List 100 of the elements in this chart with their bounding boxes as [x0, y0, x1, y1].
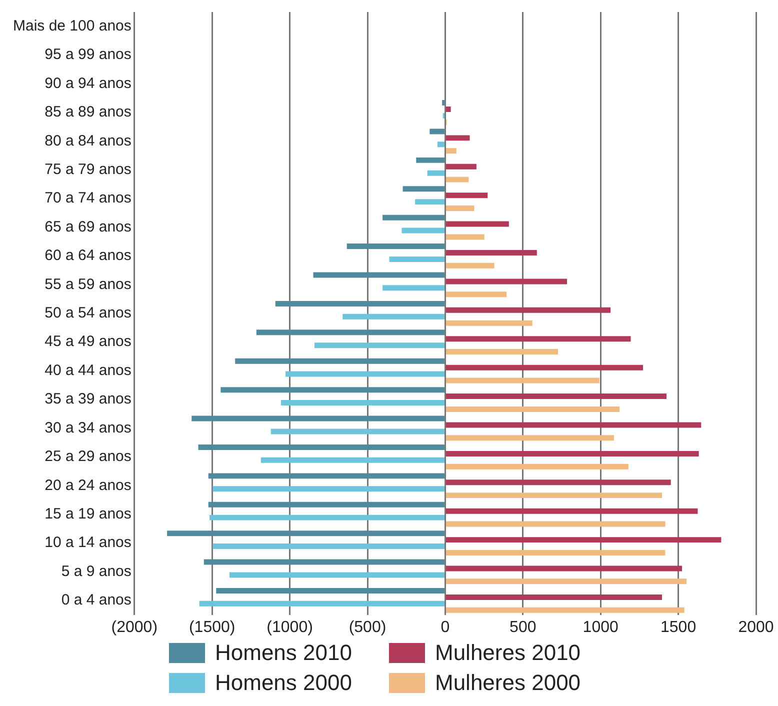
bar [446, 292, 507, 298]
bar [167, 530, 444, 536]
y-tick-label: 85 a 89 anos [44, 104, 132, 121]
bar [446, 450, 699, 456]
bar [198, 444, 444, 450]
y-tick-label: 0 a 4 anos [61, 592, 132, 609]
bar [220, 387, 444, 393]
y-tick-label: 60 a 64 anos [44, 247, 132, 264]
legend-label: Mulheres 2010 [435, 640, 581, 666]
y-tick-label: 95 a 99 anos [44, 46, 132, 64]
y-tick-label: 10 a 14 anos [44, 534, 132, 552]
bar [446, 106, 451, 112]
x-tick-label: 2000 [738, 618, 774, 636]
bar [446, 164, 476, 170]
bar [230, 572, 444, 578]
bar [446, 566, 682, 572]
x-tick-label: (500) [348, 618, 386, 636]
y-tick-label: 35 a 39 anos [44, 390, 132, 408]
bar [256, 330, 444, 336]
y-tick-label: 70 a 74 anos [44, 190, 132, 207]
x-tick-label: (1500) [188, 618, 236, 636]
y-tick-label: 50 a 54 anos [44, 304, 132, 322]
bar [192, 416, 444, 422]
y-tick-label: 5 a 9 anos [61, 562, 132, 580]
bar [313, 272, 444, 278]
bar [212, 544, 444, 550]
y-tick-label: 80 a 84 anos [44, 132, 132, 150]
bar [346, 244, 444, 250]
legend-label: Mulheres 2000 [435, 670, 581, 696]
bar [382, 285, 444, 291]
bar [416, 157, 444, 163]
bar [199, 600, 444, 606]
x-tick-label: 500 [510, 618, 536, 636]
bar [446, 135, 470, 141]
bar [204, 559, 444, 565]
bar [446, 192, 488, 198]
bar [415, 199, 444, 205]
y-tick-label: 45 a 49 anos [44, 333, 132, 350]
bar [446, 221, 509, 227]
bar [446, 336, 631, 342]
bar [446, 206, 474, 212]
bar [235, 358, 444, 364]
bar [446, 364, 644, 370]
x-tick-label: (1000) [266, 618, 313, 636]
bar [446, 508, 698, 514]
y-tick-label: 90 a 94 anos [44, 74, 132, 92]
bar [446, 435, 614, 441]
bar [209, 514, 444, 520]
legend-label: Homens 2000 [215, 670, 352, 696]
bar [382, 214, 444, 220]
bar [446, 176, 469, 182]
bar [275, 300, 444, 306]
bar [402, 228, 444, 234]
bar [446, 394, 666, 400]
bar [446, 464, 628, 470]
bar [208, 473, 444, 479]
legend-label: Homens 2010 [215, 640, 352, 666]
bar [446, 234, 484, 240]
y-tick-label: 75 a 79 anos [44, 161, 132, 178]
bar [314, 342, 444, 348]
y-tick-label: 40 a 44 anos [44, 362, 132, 379]
x-tick-label: 1000 [582, 618, 618, 636]
bar [280, 400, 444, 406]
x-tick-label: 1500 [660, 618, 696, 636]
bar [446, 406, 620, 412]
y-tick-label: 20 a 24 anos [44, 476, 132, 494]
bar [446, 349, 558, 355]
bar [446, 537, 722, 543]
y-tick-label: Mais de 100 anos [12, 17, 132, 34]
bar [446, 320, 532, 326]
y-tick-label: 65 a 69 anos [44, 218, 132, 236]
y-tick-label: 55 a 59 anos [44, 276, 132, 293]
bar [446, 262, 494, 268]
bar [446, 594, 662, 600]
bar [402, 186, 444, 192]
y-tick-label: 25 a 29 anos [44, 448, 132, 466]
bar [208, 502, 444, 508]
bar [446, 480, 671, 486]
bar [389, 256, 444, 262]
bar [216, 588, 444, 594]
bar [437, 142, 444, 148]
bar [285, 371, 444, 377]
y-tick-label: 15 a 19 anos [44, 505, 132, 522]
bar [446, 521, 666, 527]
bar [446, 250, 537, 256]
bar [446, 378, 600, 384]
x-tick-label: 0 [440, 618, 450, 636]
bar [446, 607, 684, 613]
y-tick-label: 30 a 34 anos [44, 419, 132, 436]
bar [446, 492, 662, 498]
bar [260, 457, 444, 463]
bar [342, 314, 444, 320]
bar [446, 278, 568, 284]
bar [446, 578, 687, 584]
bar [427, 170, 444, 176]
bar [446, 550, 666, 556]
bar [212, 486, 444, 492]
bar [270, 428, 444, 434]
bar [446, 148, 456, 154]
x-tick-label: (2000) [111, 618, 158, 636]
